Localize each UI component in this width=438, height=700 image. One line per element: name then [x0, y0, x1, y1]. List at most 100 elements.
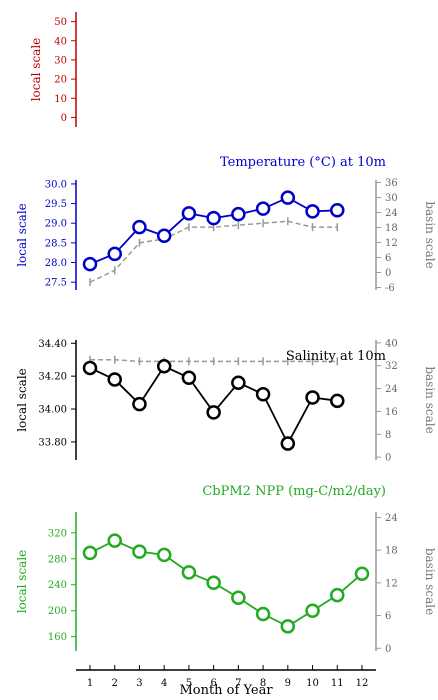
left-tick-label: 240: [48, 580, 67, 591]
local-series-point: [206, 210, 221, 226]
right-axis-label: basin scale: [423, 201, 437, 268]
right-tick-label: 36: [385, 178, 398, 189]
left-tick-label: 29.5: [45, 199, 67, 210]
local-series-point: [181, 370, 197, 386]
left-tick-label: 160: [48, 632, 67, 643]
local-series-line: [89, 539, 363, 628]
left-tick-label: 280: [48, 554, 67, 565]
x-tick-label: 2: [112, 678, 118, 689]
local-series-point: [107, 246, 122, 262]
y-axis-label: local scale: [29, 38, 43, 102]
right-tick-label: 6: [385, 253, 391, 264]
local-series-point: [82, 360, 98, 376]
x-tick-label: 1: [87, 678, 93, 689]
left-tick-label: 30.0: [45, 179, 67, 190]
y-axis-label: local scale: [15, 203, 29, 267]
left-tick-label: 20: [54, 75, 67, 86]
x-tick-label: 10: [306, 678, 319, 689]
local-series-point: [82, 545, 98, 561]
x-tick-label: 12: [356, 678, 369, 689]
local-series-point: [330, 203, 345, 218]
y-axis-label: local scale: [15, 368, 29, 432]
x-tick-label: 11: [331, 678, 344, 689]
local-series-point: [280, 436, 296, 451]
left-tick-label: 0: [61, 113, 67, 124]
left-tick-label: 10: [54, 94, 67, 105]
local-series-point: [132, 219, 147, 235]
right-tick-label: 30: [385, 193, 398, 204]
local-series-point: [330, 587, 345, 603]
basin-series-line: [89, 220, 338, 283]
local-series-point: [305, 204, 320, 219]
local-series-point: [132, 396, 147, 412]
right-tick-label: 24: [385, 513, 398, 524]
panel-title: Temperature (°C) at 10m: [220, 155, 386, 170]
local-series-point: [132, 544, 147, 559]
x-tick-label: 8: [260, 678, 266, 689]
x-tick-label: 6: [210, 678, 216, 689]
right-tick-label: 18: [385, 223, 398, 234]
right-tick-label: 40: [385, 338, 398, 349]
right-tick-label: 8: [385, 430, 391, 441]
local-series-point: [156, 359, 172, 374]
right-axis-label: basin scale: [423, 366, 437, 433]
panel-title: CbPM2 NPP (mg-C/m2/day): [202, 484, 386, 499]
local-series-point: [280, 190, 296, 205]
right-tick-label: 32: [385, 361, 398, 372]
local-series-point: [354, 566, 370, 581]
panel-title: Salinity at 10m: [286, 349, 386, 364]
x-tick-label: 9: [285, 678, 291, 689]
right-tick-label: 6: [385, 611, 391, 622]
x-tick-label: 7: [235, 678, 241, 689]
left-tick-label: 50: [54, 17, 67, 28]
left-tick-label: 28.0: [45, 258, 67, 269]
right-tick-label: 12: [385, 238, 398, 249]
local-series-point: [156, 547, 172, 563]
right-tick-label: 0: [385, 453, 391, 464]
right-tick-label: 12: [385, 578, 398, 589]
local-series-point: [82, 256, 98, 272]
right-tick-label: 0: [385, 268, 391, 279]
left-tick-label: 33.80: [38, 437, 67, 448]
right-tick-label: 24: [385, 208, 398, 219]
left-tick-label: 27.5: [45, 278, 67, 289]
local-series-point: [255, 606, 271, 622]
local-series-point: [206, 575, 221, 591]
right-tick-label: 0: [385, 644, 391, 655]
local-series-point: [305, 390, 320, 405]
local-series-point: [330, 393, 345, 409]
left-tick-label: 200: [48, 606, 67, 617]
local-series-point: [107, 533, 122, 548]
local-series-point: [255, 386, 271, 402]
right-tick-label: 16: [385, 407, 398, 418]
left-tick-label: 40: [54, 36, 67, 47]
left-tick-label: 28.5: [45, 238, 67, 249]
left-tick-label: 30: [54, 55, 67, 66]
x-axis-label: Month of Year: [179, 683, 273, 698]
right-tick-label: -6: [385, 283, 395, 294]
local-series-line: [89, 365, 338, 446]
left-tick-label: 34.40: [38, 339, 67, 350]
local-series-point: [231, 375, 246, 390]
local-series-point: [181, 206, 197, 221]
local-series-point: [231, 590, 246, 605]
local-series-point: [255, 201, 271, 216]
x-tick-label: 4: [161, 678, 167, 689]
left-tick-label: 34.00: [38, 405, 67, 416]
right-tick-label: 18: [385, 546, 398, 557]
local-series-point: [181, 565, 197, 580]
local-series-point: [280, 619, 296, 634]
y-axis-label: local scale: [15, 550, 29, 614]
local-series-point: [305, 603, 320, 618]
x-tick-label: 5: [186, 678, 192, 689]
left-tick-label: 34.20: [38, 372, 67, 383]
local-series-point: [107, 372, 122, 387]
local-series-point: [156, 228, 172, 244]
local-series-point: [231, 206, 246, 222]
right-tick-label: 24: [385, 384, 398, 395]
right-axis-label: basin scale: [423, 548, 437, 615]
left-tick-label: 320: [48, 528, 67, 539]
x-tick-label: 3: [136, 678, 142, 689]
left-tick-label: 29.0: [45, 219, 67, 230]
